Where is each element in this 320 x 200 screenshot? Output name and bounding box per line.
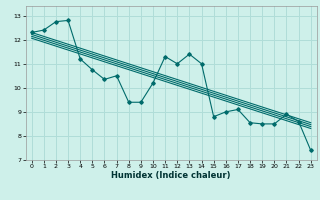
X-axis label: Humidex (Indice chaleur): Humidex (Indice chaleur) [111, 171, 231, 180]
